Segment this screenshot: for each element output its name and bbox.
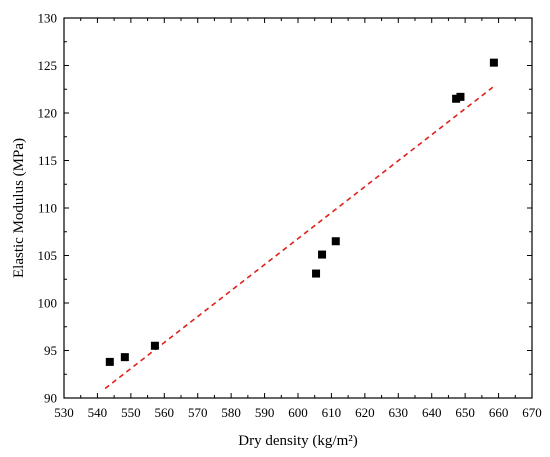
y-tick-label: 105 [38,248,58,263]
y-tick-label: 125 [38,58,58,73]
data-point [105,357,114,366]
y-axis-ticks: 90 95 100 105 110 115 120 125 130 [38,11,532,406]
data-point [331,237,340,246]
data-point [150,341,159,350]
trendline [104,85,495,390]
y-tick-label: 120 [38,106,58,121]
data-point [312,269,321,278]
x-tick-label: 570 [188,405,208,420]
y-tick-label: 95 [44,343,57,358]
x-tick-label: 670 [522,405,542,420]
x-tick-label: 620 [355,405,375,420]
x-tick-label: 640 [422,405,442,420]
x-tick-label: 600 [288,405,308,420]
x-tick-label: 660 [489,405,509,420]
y-tick-label: 90 [44,391,57,406]
x-tick-label: 530 [54,405,74,420]
x-tick-label: 580 [221,405,241,420]
x-tick-label: 610 [322,405,342,420]
trendline-layer [104,85,495,390]
x-tick-label: 590 [255,405,275,420]
y-tick-label: 115 [38,153,57,168]
data-point [456,92,465,101]
y-tick-label: 110 [38,201,57,216]
data-point [120,353,129,362]
x-axis-title: Dry density (kg/m²) [238,433,357,449]
y-axis-title: Elastic Modulus (MPa) [11,138,27,278]
x-axis-ticks: 530 540 550 560 570 580 590 600 610 620 630 640 650 6… [54,18,542,420]
x-tick-label: 560 [155,405,175,420]
x-tick-label: 630 [389,405,409,420]
data-point [318,250,327,259]
y-tick-label: 130 [38,11,58,26]
data-point [489,58,498,67]
x-tick-label: 540 [88,405,108,420]
data-point [452,94,461,103]
y-tick-label: 100 [38,296,58,311]
x-tick-label: 550 [121,405,141,420]
data-points-layer [105,58,498,366]
x-tick-label: 650 [455,405,475,420]
